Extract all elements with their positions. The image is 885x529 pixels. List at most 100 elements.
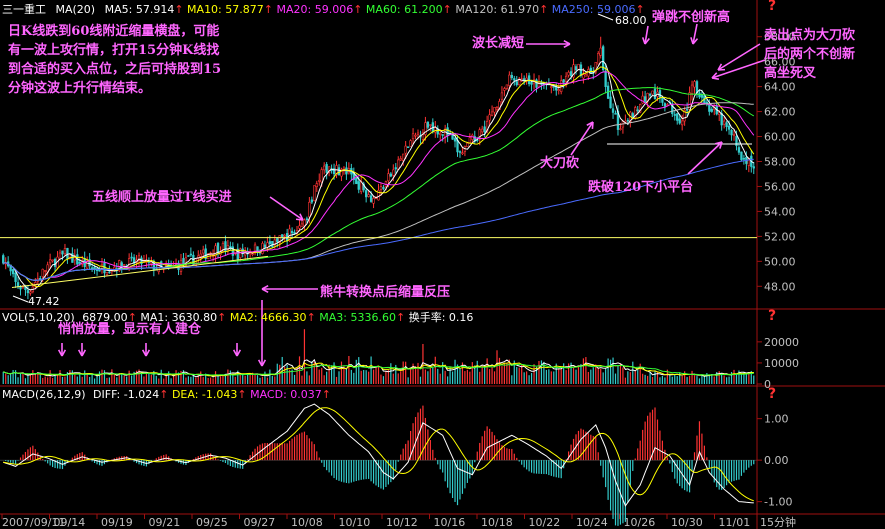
help-icon[interactable]: ?: [768, 0, 777, 14]
candle-body: [658, 90, 662, 98]
candle-body: [604, 70, 607, 87]
candle-body: [429, 124, 432, 126]
candle-body: [320, 169, 323, 183]
candle-body: [572, 64, 575, 78]
date-label: 10/08: [291, 516, 323, 529]
candle-body: [678, 118, 681, 124]
candle-body: [214, 245, 217, 257]
candle-body: [495, 107, 499, 110]
annotation-big-chop: 大刀砍: [540, 156, 580, 171]
candle-body: [673, 114, 676, 116]
date-label: 10/10: [339, 516, 371, 529]
annotation-bear-bull: 熊牛转换点后缩量反压: [320, 285, 451, 300]
annotation-arrowhead: [715, 141, 723, 149]
vol-ma3: MA3: 5336.60: [319, 311, 396, 324]
candle-body: [602, 46, 605, 71]
annotation-intro-line: 日K线跌到60线附近缩量横盘，可能: [8, 24, 220, 39]
volume-header: VOL(5,10,20) 6879.00↑ MA1: 3630.80↑ MA2:…: [2, 311, 473, 325]
candle-body: [315, 183, 318, 187]
candle-body: [725, 122, 728, 127]
candle-body: [653, 88, 657, 100]
macd-arrow-icon: ↑: [321, 388, 331, 401]
candle-body: [308, 201, 311, 218]
candle-body: [414, 134, 417, 137]
ma10-arrow-icon: ↑: [263, 3, 273, 16]
annotation-break-120: 跌破120下小平台: [588, 180, 694, 195]
candle-body: [700, 95, 704, 98]
candle-body: [451, 132, 454, 140]
candle-body: [399, 158, 402, 161]
candle-body: [224, 241, 227, 252]
candle-body: [132, 257, 136, 264]
date-label: 2007/09/11: [2, 516, 65, 529]
candle-body: [513, 78, 516, 81]
candle-body: [483, 126, 486, 133]
candle-body: [402, 153, 405, 161]
annotation-intro-line: 有一波上攻行情，打开15分钟K线找: [8, 43, 220, 58]
vol-ma3-arrow-icon: ↑: [396, 311, 406, 324]
date-label: 10/30: [671, 516, 703, 529]
candle-body: [490, 111, 494, 116]
vol-help-icon[interactable]: ?: [768, 308, 777, 324]
candle-body: [251, 253, 254, 255]
candle-body: [379, 186, 383, 190]
candle-body: [564, 75, 568, 82]
volume-axis-label: 0: [764, 378, 771, 391]
price-axis-label: 54.00: [764, 205, 796, 218]
annotation-arrowhead: [717, 63, 726, 71]
macd-help-icon[interactable]: ?: [768, 386, 777, 402]
candle-body: [113, 266, 116, 270]
candle-body: [508, 74, 511, 86]
ma120-value: MA120: 61.970: [455, 3, 540, 16]
annotation-arrow: [687, 141, 723, 175]
ma120-arrow-icon: ↑: [539, 3, 549, 16]
candle-body: [66, 247, 69, 259]
candle-body: [500, 92, 504, 100]
ma10-line: [3, 66, 755, 288]
date-label: 10/18: [481, 516, 513, 529]
candle-body: [184, 257, 188, 266]
candle-body: [676, 113, 679, 121]
annotation-arrowhead: [77, 349, 87, 357]
macd-diff: DIFF: -1.024: [93, 388, 160, 401]
macd-axis-label: -1.00: [764, 496, 792, 509]
candle-body: [290, 230, 294, 234]
price-axis-label: 52.00: [764, 230, 796, 243]
stock-name: 三一重工: [2, 3, 46, 16]
candle-body: [567, 71, 570, 76]
annotation-arrowhead: [141, 349, 151, 357]
candle-body: [283, 234, 286, 237]
annotation-quiet-volume: 悄悄放量，显示有人建仓: [58, 322, 202, 337]
candle-body: [313, 185, 316, 201]
candle-body: [488, 114, 491, 121]
candle-body: [698, 92, 701, 98]
candle-body: [63, 248, 67, 255]
date-label: 09/27: [244, 516, 276, 529]
candle-body: [639, 104, 642, 113]
date-label: 10/24: [576, 516, 608, 529]
candle-body: [332, 168, 336, 175]
candle-body: [453, 138, 457, 142]
candle-body: [189, 253, 193, 256]
macd-axis-label: 1.00: [764, 413, 789, 426]
candle-body: [597, 52, 600, 65]
macd-dea: DEA: -1.043: [171, 388, 238, 401]
price-axis-label: 60.00: [764, 131, 796, 144]
candle-body: [461, 152, 464, 154]
candle-body: [710, 108, 713, 112]
candle-body: [256, 246, 259, 254]
candle-body: [90, 267, 94, 269]
annotation-intro-line: 分钟这波上升行情结束。: [8, 81, 152, 96]
candle-body: [204, 248, 207, 260]
candle-body: [68, 254, 72, 259]
annotation-intro: 日K线跌到60线附近缩量横盘，可能 有一波上攻行情，打开15分钟K线找 到合适的…: [8, 22, 221, 98]
candle-body: [530, 82, 533, 85]
candle-body: [51, 259, 54, 262]
date-label: 11/01: [719, 516, 751, 529]
candle-body: [98, 269, 101, 272]
candle-body: [708, 104, 711, 112]
candle-body: [273, 239, 276, 246]
candle-body: [735, 136, 738, 147]
candle-body: [226, 245, 230, 250]
